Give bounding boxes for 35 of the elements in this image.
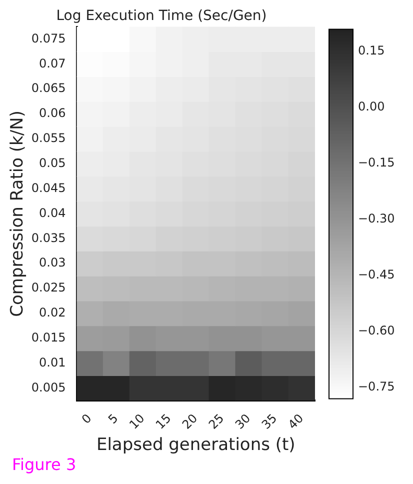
color-bar-label: −0.15 [358,156,395,170]
y-tick-label: 0.035 [31,230,66,245]
x-tick-label: 30 [232,411,254,432]
color-bar-label: −0.60 [358,324,395,338]
color-bar-label: −0.45 [358,268,395,282]
x-tick-label: 25 [206,411,227,432]
x-tick-label: 40 [285,411,306,432]
y-tick-label: 0.065 [31,81,66,96]
color-bar-label: −0.75 [358,380,395,394]
x-tick-label: 10 [126,411,148,432]
x-tick-label: 20 [180,411,200,432]
color-bar-label: 0.15 [358,44,385,58]
y-tick-label: 0.025 [31,280,66,295]
chart-title: Log Execution Time (Sec/Gen) [56,8,267,24]
y-tick-label: 0.015 [31,330,66,344]
x-tick-label: 35 [258,411,280,432]
y-axis-title: Compression Ratio (k/N) [8,110,28,317]
y-tick-label: 0.02 [39,306,66,320]
y-tick-label: 0.01 [39,355,66,370]
y-tick-label: 0.055 [31,131,66,146]
color-bar-label: −0.30 [358,212,395,226]
y-tick-label: 0.06 [39,106,66,120]
y-tick-label: 0.005 [31,380,66,394]
y-tick-label: 0.075 [31,31,66,46]
y-tick-label: 0.04 [39,206,66,220]
color-bar-label: 0.00 [358,100,385,114]
x-tick-label: 5 [105,411,121,426]
y-tick-label: 0.045 [31,180,66,195]
caption: Figure 3 [12,455,76,474]
x-axis-title: Elapsed generations (t) [96,435,296,456]
x-tick-label: 15 [153,411,174,432]
y-tick-label: 0.03 [39,256,66,270]
y-tick-label: 0.07 [39,56,66,70]
y-tick-label: 0.05 [39,156,66,170]
x-tick-label: 0 [79,411,94,426]
